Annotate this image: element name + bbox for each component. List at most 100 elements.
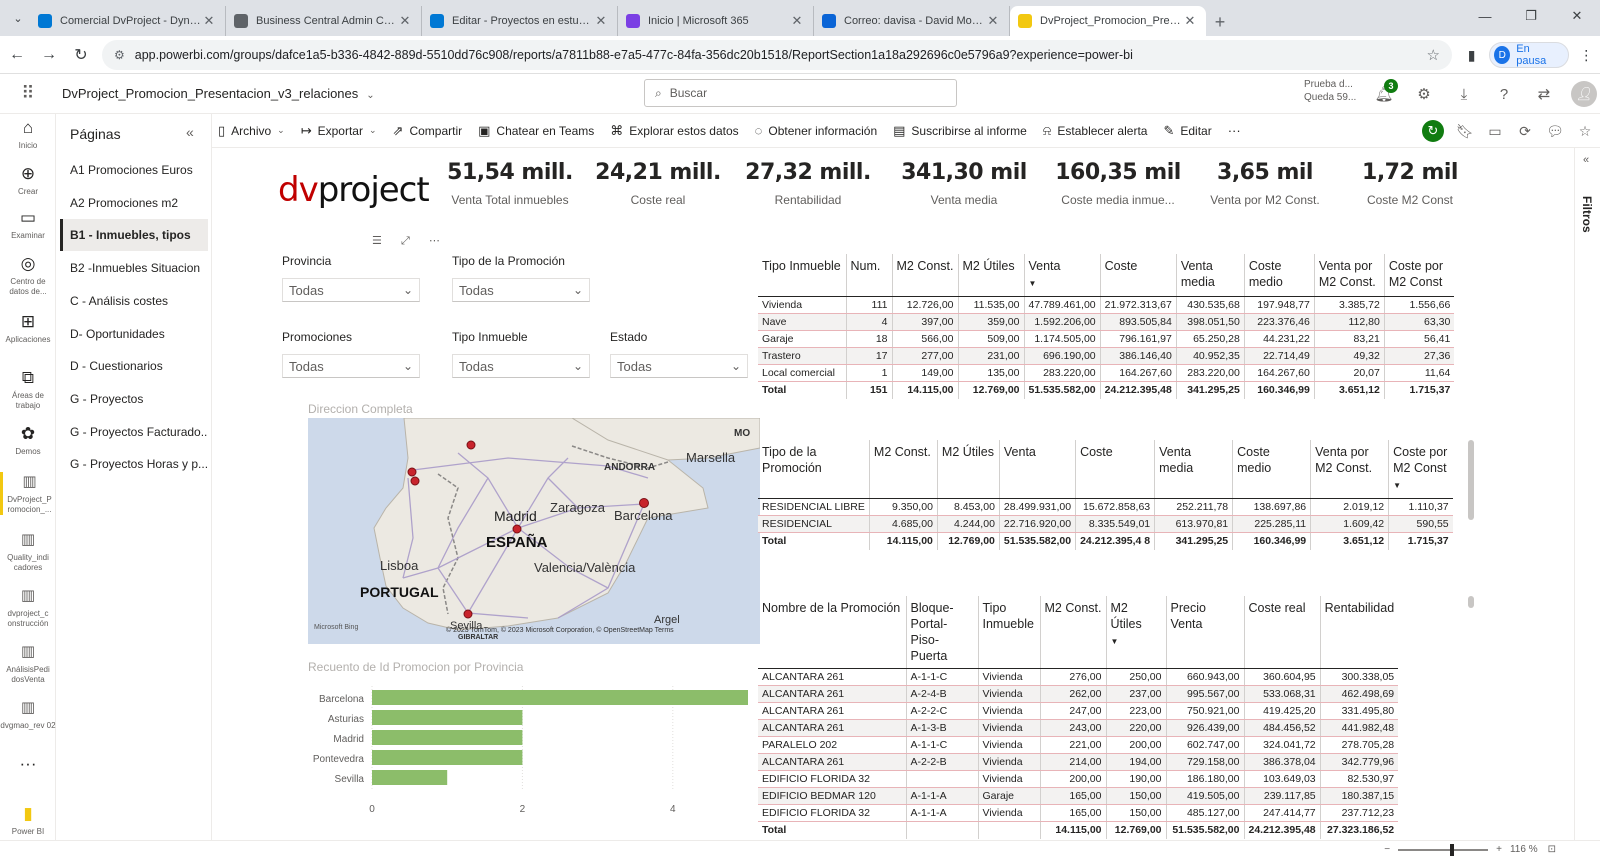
column-header[interactable]: Coste [1075, 440, 1155, 499]
browser-tab[interactable]: Inicio | Microsoft 365 ✕ [618, 6, 814, 36]
tab-close-icon[interactable]: ✕ [595, 13, 607, 28]
rail-item[interactable]: ▮ Power BI [0, 804, 56, 837]
rail-item[interactable]: ⊕ Crear [0, 164, 56, 197]
column-header[interactable]: Coste [1099, 254, 1177, 297]
new-tab-button[interactable]: + [1214, 11, 1226, 32]
column-header[interactable]: M2 Útiles [957, 254, 1024, 297]
table-row[interactable]: Trastero 17 277,00 231,00 696.190,00 386.146,… [758, 347, 1455, 365]
slicer-dropdown[interactable]: Todas ⌄ [452, 354, 590, 378]
bar-pontevedra[interactable] [372, 750, 523, 765]
table-row[interactable]: ALCANTARA 261 A-2-4-B Vivienda 262,00 237,00… [758, 685, 1399, 703]
bar-madrid[interactable] [372, 730, 523, 745]
table-row[interactable]: Local comercial 1 149,00 135,00 283.220,00 16… [758, 364, 1455, 382]
bookmark-star-icon[interactable]: ☆ [1426, 47, 1440, 64]
page-tab[interactable]: A1 Promociones Euros [70, 163, 193, 177]
table-row[interactable]: Nave 4 397,00 359,00 1.592.206,00 893.505,84 3… [758, 313, 1455, 331]
table-row[interactable]: RESIDENCIAL 4.685,00 4.244,00 22.716.920,00… [758, 515, 1453, 533]
action-archivo-button[interactable]: ▯ Archivo ⌄ [218, 123, 285, 139]
report-title[interactable]: DvProject_Promocion_Presentacion_v3_rela… [62, 86, 375, 101]
expand-filters-icon[interactable]: « [1583, 154, 1590, 166]
refresh-visual-icon[interactable]: ↻ [1422, 120, 1444, 142]
table-row[interactable]: RESIDENCIAL LIBRE 9.350,00 8.453,00 28.499.… [758, 498, 1453, 516]
column-header[interactable]: Rentabilidad [1319, 596, 1399, 669]
table-row[interactable]: ALCANTARA 261 A-2-2-B Vivienda 214,00 194,00… [758, 753, 1399, 771]
slicer-dropdown[interactable]: Todas ⌄ [282, 354, 420, 378]
rail-item[interactable]: ▥ AnálisisPedi dosVenta [0, 642, 56, 685]
page-tab[interactable]: G - Proyectos Facturado... [70, 424, 208, 439]
column-header[interactable]: Nombre de la Promoción [758, 596, 906, 669]
table-row[interactable]: ALCANTARA 261 A-1-3-B Vivienda 243,00 220,00… [758, 719, 1399, 737]
column-header[interactable]: Coste por M2 Const [1383, 254, 1455, 297]
action-chatear-en-teams-button[interactable]: ▣ Chatear en Teams [478, 123, 594, 139]
rail-item[interactable]: ▥ DvProject_P romocion_... [0, 472, 56, 515]
rail-item[interactable]: ✿ Demos [0, 424, 56, 457]
restore-icon[interactable]: ❐ [1525, 8, 1537, 23]
filter-icon[interactable]: ☰ [372, 235, 390, 247]
action-obtener-información-button[interactable]: ◌ Obtener información [755, 123, 877, 138]
table-row[interactable]: Vivienda 111 12.726,00 11.535,00 47.789.461,… [758, 296, 1455, 314]
profile-button[interactable]: D En pausa [1489, 42, 1569, 68]
browser-tab[interactable]: DvProject_Promocion_Presenta ✕ [1010, 6, 1206, 36]
slicer-dropdown[interactable]: Todas ⌄ [610, 354, 748, 378]
reload-report-icon[interactable]: ⟳ [1519, 122, 1531, 139]
tab-close-icon[interactable]: ✕ [791, 13, 803, 28]
table-row[interactable]: ALCANTARA 261 A-1-1-C Vivienda 276,00 250,00… [758, 668, 1399, 686]
table-tipo-inmueble[interactable]: Tipo Inmueble Num. M2 Const. M2 Útiles Venta… [758, 254, 1455, 399]
back-icon[interactable]: ← [9, 45, 25, 63]
browser-tab[interactable]: Comercial DvProject - Dynamic ✕ [30, 6, 226, 36]
share-feedback-icon[interactable]: ⇄ [1537, 86, 1551, 103]
column-header[interactable]: M2 Const. [1039, 596, 1106, 669]
minimize-icon[interactable]: — [1478, 8, 1492, 24]
table2-scrollbar[interactable] [1468, 440, 1474, 520]
table-row[interactable]: PARALELO 202 A-1-1-C Vivienda 221,00 200,00 6… [758, 736, 1399, 754]
column-header[interactable]: Precio Venta [1165, 596, 1244, 669]
fit-page-icon[interactable]: ⊡ [1547, 844, 1556, 855]
app-launcher-icon[interactable]: ⠿ [21, 83, 35, 103]
slicer-dropdown[interactable]: Todas ⌄ [282, 278, 420, 302]
table-row[interactable]: EDIFICIO FLORIDA 32 A-1-1-A Vivienda 165,00… [758, 804, 1399, 822]
url-field[interactable]: ⚙ app.powerbi.com/groups/dafce1a5-b336-4… [102, 40, 1452, 70]
action-establecer-alerta-button[interactable]: ⍾ Establecer alerta [1043, 123, 1148, 139]
table-row[interactable]: ALCANTARA 261 A-2-2-C Vivienda 247,00 223,00… [758, 702, 1399, 720]
download-icon[interactable]: ⤓ [1460, 85, 1468, 103]
column-header[interactable]: Tipo de la Promoción [758, 440, 870, 499]
column-header[interactable]: Tipo Inmueble [977, 596, 1040, 669]
site-info-icon[interactable]: ⚙ [114, 48, 125, 62]
column-header[interactable]: Venta media [1154, 440, 1233, 499]
column-header[interactable]: M2 Útiles ▼ [1105, 596, 1166, 669]
bar-asturias[interactable] [372, 710, 523, 725]
reload-icon[interactable]: ↻ [74, 46, 88, 64]
page-tab[interactable]: D- Oportunidades [70, 326, 165, 341]
browser-tab[interactable]: Editar - Proyectos en estudio - ✕ [422, 6, 618, 36]
zoom-out-icon[interactable]: − [1384, 844, 1391, 855]
trial-info[interactable]: Prueba d... Queda 59... [1304, 79, 1357, 103]
column-header[interactable]: Venta [998, 440, 1076, 499]
column-header[interactable]: Coste medio [1232, 440, 1311, 499]
column-header[interactable]: Coste por M2 Const ▼ [1388, 440, 1453, 499]
zoom-control[interactable]: − + 116 % ⊡ [1384, 843, 1556, 856]
table-row[interactable]: EDIFICIO FLORIDA 32 Vivienda 200,00 190,00 1… [758, 770, 1399, 788]
action-exportar-button[interactable]: ↦ Exportar ⌄ [301, 123, 377, 139]
browser-tab[interactable]: Correo: davisa - David Moliné ✕ [814, 6, 1010, 36]
rail-item[interactable]: ⧉ Áreas de trabajo [0, 368, 56, 411]
table-tipo-promocion[interactable]: Tipo de la Promoción M2 Const. M2 Útiles Ve… [758, 440, 1453, 550]
rail-item[interactable]: ◎ Centro de datos de... [0, 254, 56, 297]
side-panel-icon[interactable]: ▮ [1467, 46, 1476, 63]
column-header[interactable]: Venta por M2 Const. [1310, 440, 1389, 499]
table-row[interactable]: EDIFICIO BEDMAR 120 A-1-1-A Garaje 165,00 15… [758, 787, 1399, 805]
page-tab[interactable]: B1 - Inmuebles, tipos [60, 219, 208, 252]
action-suscribirse-al-informe-button[interactable]: ▤ Suscribirse al informe [893, 123, 1027, 139]
focus-mode-icon[interactable]: ⤢ [400, 235, 418, 247]
column-header[interactable]: Venta media [1175, 254, 1245, 297]
column-header[interactable]: M2 Útiles [936, 440, 1000, 499]
bar-barcelona[interactable] [372, 690, 748, 705]
tab-close-icon[interactable]: ✕ [203, 13, 215, 28]
rail-item[interactable]: ▭ Examinar [0, 208, 56, 241]
rail-item[interactable]: ··· [0, 754, 56, 777]
column-header[interactable]: Coste real [1243, 596, 1321, 669]
view-icon[interactable]: ▭ [1488, 122, 1502, 139]
notifications-icon[interactable]: 🔔︎ 3 [1364, 79, 1404, 103]
browser-tab[interactable]: Business Central Admin Center ✕ [226, 6, 422, 36]
browser-menu-icon[interactable]: ⋮ [1579, 46, 1594, 63]
column-header[interactable]: M2 Const. [891, 254, 958, 297]
